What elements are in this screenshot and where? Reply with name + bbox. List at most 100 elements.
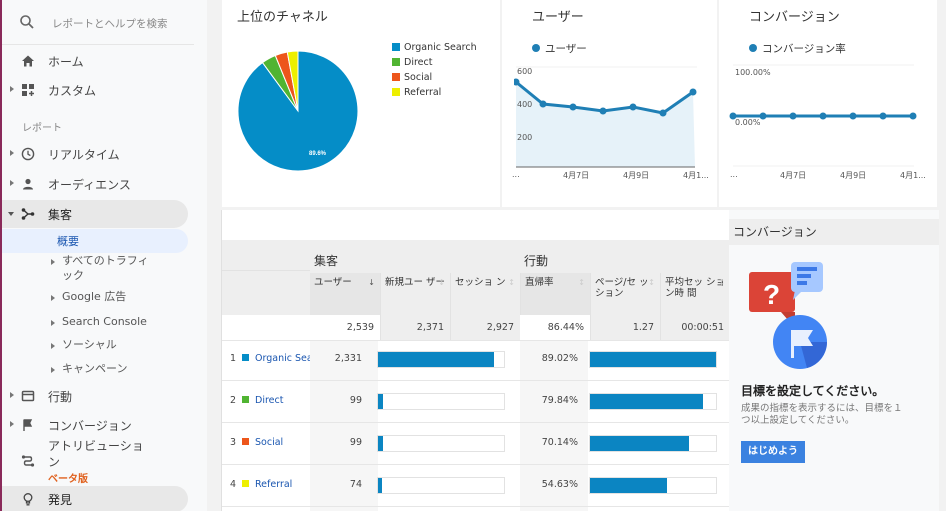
header-label: ユーザー	[314, 277, 352, 288]
users-bar	[377, 351, 505, 368]
expand-arrow-icon[interactable]	[10, 180, 14, 186]
conversion-line-chart[interactable]	[729, 64, 919, 169]
expand-arrow-icon[interactable]	[10, 86, 14, 92]
nav-all-traffic-label: すべてのトラフィ ック	[62, 253, 149, 283]
channels-pie-chart[interactable]: 89.6%	[236, 49, 360, 173]
expand-arrow-icon[interactable]	[51, 295, 55, 301]
channel-link[interactable]: Organic Search	[255, 353, 310, 364]
channel-link[interactable]: Social	[255, 437, 284, 448]
nav-realtime[interactable]: リアルタイム	[2, 140, 188, 168]
col-header-sessions[interactable]: セッショ ン ↕	[450, 273, 520, 315]
sort-icon[interactable]: ↕	[578, 278, 585, 287]
expand-arrow-icon[interactable]	[51, 259, 55, 265]
table-row-label: 1 Organic Search	[230, 353, 310, 364]
x-tick: 4月7日	[563, 171, 590, 180]
nav-custom[interactable]: カスタム	[2, 76, 188, 104]
nav-social[interactable]: ソーシャル	[2, 337, 188, 355]
data-points[interactable]	[514, 78, 697, 117]
nav-audience[interactable]: オーディエンス	[2, 170, 188, 198]
col-header-new-users[interactable]: 新規ユー ザー ↕	[380, 273, 450, 315]
nav-conversions[interactable]: コンバージョン	[2, 411, 188, 439]
users-bar-fill	[378, 352, 494, 367]
col-header-users[interactable]: ユーザー ↓	[310, 273, 380, 315]
table-row-label: 3 Social	[230, 437, 310, 448]
nav-acquisition-overview[interactable]: 概要	[2, 229, 188, 253]
nav-realtime-label: リアルタイム	[48, 148, 120, 162]
clock-icon	[21, 147, 35, 161]
col-header-pages-per-session[interactable]: ページ/セ ッション ↕	[590, 273, 660, 315]
sort-icon[interactable]: ↕	[508, 278, 515, 287]
legend-dot	[749, 44, 757, 52]
expand-arrow-icon[interactable]	[51, 343, 55, 349]
legend-label: Social	[404, 72, 433, 83]
total-sessions: 2,927	[450, 315, 520, 340]
acquisition-table: 集客 行動 ユーザー ↓ 新規ユー ザー ↕ セッショ ン ↕ 直帰率 ↕ ページ/セ …	[221, 210, 730, 511]
col-header-avg-session-duration[interactable]: 平均セッ ション時 間 ↕	[660, 273, 730, 315]
expand-arrow-icon[interactable]	[51, 320, 55, 326]
cell-bounce-rate: 89.02%	[541, 353, 578, 364]
nav-all-traffic[interactable]: すべてのトラフィ ック	[2, 253, 188, 283]
nav-google-ads[interactable]: Google 広告	[2, 289, 188, 307]
nav-acquisition[interactable]: 集客	[2, 200, 188, 228]
users-bar	[377, 393, 505, 410]
nav-search-console-label: Search Console	[62, 315, 147, 328]
header-label: 新規ユー ザー	[385, 277, 446, 288]
flag-icon	[23, 419, 33, 431]
legend-label: Organic Search	[404, 42, 477, 53]
legend-social: Social	[392, 72, 432, 83]
bounce-bar-fill	[590, 394, 704, 409]
nav-attribution[interactable]: アトリビューション	[2, 436, 188, 484]
nav-discover[interactable]: 発見	[2, 486, 188, 511]
users-col-bg	[310, 340, 378, 511]
pie-slice-referral[interactable]	[286, 50, 299, 112]
expand-arrow-icon[interactable]	[10, 150, 14, 156]
channel-link[interactable]: Referral	[255, 479, 293, 490]
bounce-bar	[589, 351, 717, 368]
expand-arrow-icon[interactable]	[10, 421, 14, 427]
expand-arrow-icon[interactable]	[10, 392, 14, 398]
get-started-button[interactable]: はじめよう	[741, 441, 805, 463]
users-bar	[377, 477, 505, 494]
x-tick: 4月7日	[780, 171, 807, 180]
nav-audience-label: オーディエンス	[48, 178, 131, 192]
users-bar-fill	[378, 394, 384, 409]
bounce-bar-fill	[590, 436, 690, 451]
nav-search-console[interactable]: Search Console	[2, 314, 188, 332]
acquisition-icon	[21, 208, 35, 220]
legend-dot	[532, 44, 540, 52]
report-search[interactable]: レポートとヘルプを検索	[2, 0, 194, 45]
legend-organic: Organic Search	[392, 42, 477, 53]
divider	[222, 270, 310, 271]
expand-arrow-icon[interactable]	[51, 367, 55, 373]
col-header-bounce-rate[interactable]: 直帰率 ↕	[520, 273, 590, 315]
header-label: 平均セッ ション時 間	[665, 277, 726, 299]
sort-desc-icon[interactable]: ↓	[368, 278, 375, 287]
y-tick: 600	[517, 67, 533, 76]
sort-icon[interactable]: ↕	[648, 278, 655, 287]
sort-icon[interactable]: ↕	[438, 278, 445, 287]
sort-icon[interactable]: ↕	[718, 278, 725, 287]
y-tick: 200	[517, 133, 533, 142]
total-bounce-rate: 86.44%	[520, 315, 590, 340]
nav-overview-label: 概要	[57, 235, 79, 248]
divider	[222, 380, 730, 381]
data-points[interactable]	[729, 112, 917, 120]
nav-google-ads-label: Google 広告	[62, 290, 127, 303]
conversions-card: コンバージョン コンバージョン率 100.00% 0.00% ... 4月7日 …	[719, 0, 937, 207]
legend-label: コンバージョン率	[762, 43, 846, 55]
nav-home[interactable]: ホーム	[2, 47, 188, 75]
y-tick: 100.00%	[735, 68, 771, 77]
lightbulb-icon	[23, 493, 33, 506]
bounce-bar-fill	[590, 478, 668, 493]
table-row-label: 2 Direct	[230, 395, 310, 406]
nav-campaigns[interactable]: キャンペーン	[2, 361, 188, 379]
label-line-1: すべてのトラフィ	[62, 254, 149, 267]
channel-link[interactable]: Direct	[255, 395, 284, 406]
collapse-arrow-icon[interactable]	[8, 212, 14, 216]
users-line-chart[interactable]	[514, 64, 699, 169]
nav-behavior[interactable]: 行動	[2, 382, 188, 410]
divider	[222, 464, 730, 465]
row-rank: 4	[230, 479, 237, 490]
pie-slice-label: 89.6%	[309, 151, 327, 157]
row-rank: 1	[230, 353, 237, 364]
